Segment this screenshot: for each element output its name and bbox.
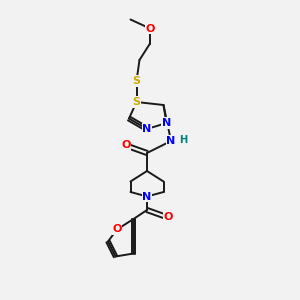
Text: O: O bbox=[112, 224, 122, 235]
Text: N: N bbox=[162, 118, 171, 128]
Text: N: N bbox=[167, 136, 176, 146]
Text: O: O bbox=[121, 140, 131, 151]
Text: O: O bbox=[163, 212, 173, 223]
Text: S: S bbox=[133, 76, 140, 86]
Text: N: N bbox=[142, 124, 152, 134]
Text: H: H bbox=[179, 135, 187, 146]
Text: O: O bbox=[145, 23, 155, 34]
Text: S: S bbox=[133, 97, 140, 107]
Text: N: N bbox=[142, 191, 152, 202]
